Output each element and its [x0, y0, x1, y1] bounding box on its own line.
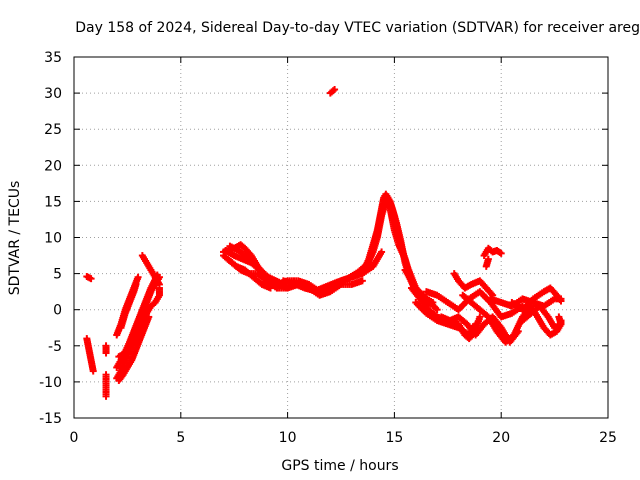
x-tick-label: 5: [176, 430, 185, 446]
x-tick-label: 0: [70, 430, 79, 446]
data-point: [497, 249, 505, 257]
data-point: [331, 85, 339, 93]
data-point: [358, 277, 366, 285]
data-point: [145, 313, 153, 321]
data-point: [267, 284, 275, 292]
data-point: [555, 313, 563, 321]
y-axis-title: SDTVAR / TECUs: [7, 181, 23, 296]
y-tick-label: 25: [44, 122, 62, 138]
y-tick-label: -5: [48, 339, 62, 355]
data-point: [484, 255, 492, 263]
data-point: [405, 273, 413, 281]
axis-ticks: [73, 56, 609, 419]
x-tick-label: 15: [385, 430, 403, 446]
data-point: [429, 298, 437, 306]
data-point: [102, 349, 110, 357]
x-tick-label: 25: [599, 430, 617, 446]
data-point: [155, 280, 163, 288]
data-point: [89, 367, 97, 375]
data-point: [557, 317, 565, 325]
chart-title: Day 158 of 2024, Sidereal Day-to-day VTE…: [75, 20, 640, 36]
y-tick-label: 20: [44, 158, 62, 174]
x-tick-label: 20: [492, 430, 510, 446]
data-point: [378, 248, 386, 256]
data-point: [472, 320, 480, 328]
data-point: [134, 273, 142, 281]
data-point: [87, 275, 95, 283]
y-tick-label: 5: [53, 267, 62, 283]
y-tick-label: -10: [39, 375, 62, 391]
data-point: [102, 392, 110, 400]
x-tick-labels: 0 5 10 15 20 25: [70, 430, 617, 446]
y-tick-label: 0: [53, 303, 62, 319]
x-tick-label: 10: [279, 430, 297, 446]
data-point: [433, 306, 441, 314]
data-point: [132, 280, 140, 288]
data-point: [557, 297, 565, 305]
x-axis-title: GPS time / hours: [281, 458, 398, 474]
grid: [74, 57, 608, 418]
data-point: [476, 313, 484, 321]
y-tick-labels: -15 -10 -5 0 5 10 15 20 25 30 35: [39, 50, 62, 427]
data-series-sdtvar: [83, 85, 565, 400]
y-tick-label: 10: [44, 231, 62, 247]
y-tick-label: 30: [44, 86, 62, 102]
y-tick-label: -15: [39, 411, 62, 427]
y-tick-label: 15: [44, 194, 62, 210]
y-tick-label: 35: [44, 50, 62, 66]
